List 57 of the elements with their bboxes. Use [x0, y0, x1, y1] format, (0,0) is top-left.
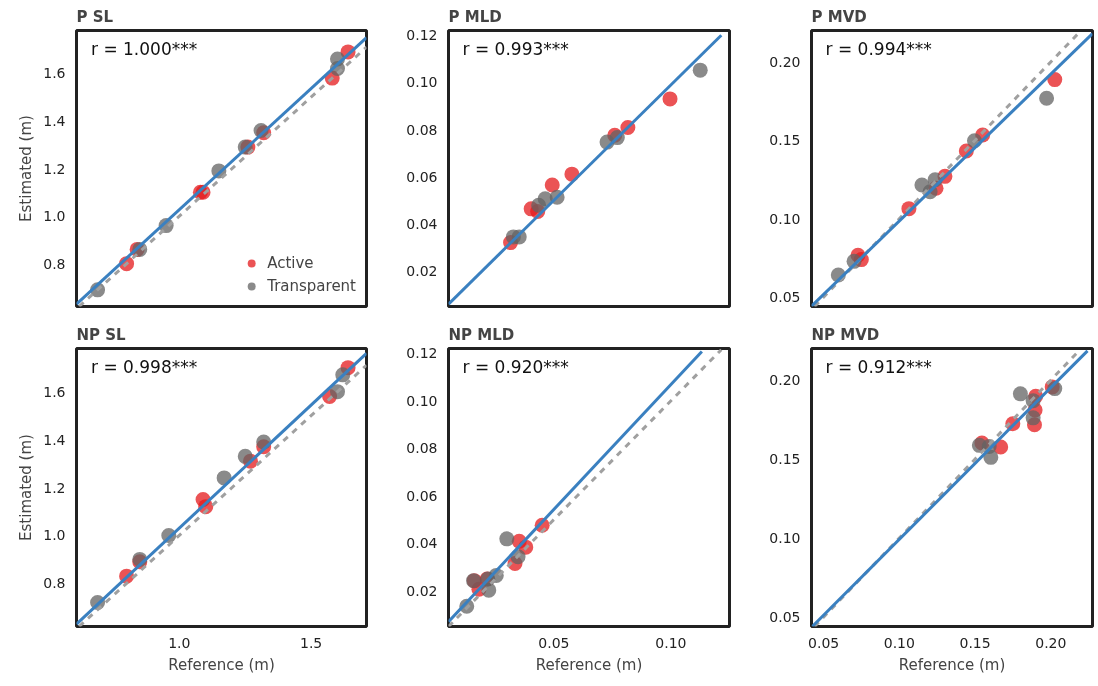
y-tick-label: 0.05 [769, 289, 801, 306]
y-tick-label: 0.06 [406, 168, 438, 185]
x-tick-label: 0.10 [883, 634, 915, 651]
y-tick-label: 0.04 [406, 535, 438, 552]
y-tick-label: 1.2 [43, 479, 66, 496]
legend-label: Active [267, 254, 314, 272]
x-tick-label: 1.0 [168, 634, 191, 651]
chart-title: P MVD [811, 7, 867, 26]
annotation: r = 0.912*** [825, 356, 932, 377]
y-tick-label: 0.8 [43, 575, 66, 592]
y-tick-label: 0.08 [406, 121, 438, 138]
y-tick-label: 0.8 [43, 255, 66, 272]
y-tick-label: 0.10 [406, 74, 438, 91]
y-tick-label: 0.20 [769, 372, 801, 389]
y-tick-label: 0.08 [406, 440, 438, 457]
x-tick-label: 0.20 [1035, 634, 1067, 651]
y-tick-label: 0.20 [769, 53, 801, 70]
y-tick-label: 0.12 [406, 345, 438, 362]
y-tick-label: 1.4 [43, 112, 66, 129]
annotation: r = 0.993*** [462, 38, 569, 59]
x-tick-label: 0.10 [655, 634, 687, 651]
x-axis-title: Reference (m) [168, 655, 275, 674]
y-tick-label: 0.05 [769, 609, 801, 626]
annotation: r = 0.994*** [825, 38, 932, 59]
y-tick-label: 0.15 [769, 132, 801, 149]
y-tick-label: 0.10 [406, 392, 438, 409]
y-tick-label: 0.10 [769, 210, 801, 227]
legend-label: Transparent [267, 277, 356, 295]
chart-title: P MLD [448, 7, 502, 26]
y-tick-label: 1.0 [43, 527, 66, 544]
y-tick-label: 0.10 [769, 530, 801, 547]
y-tick-label: 0.15 [769, 451, 801, 468]
y-tick-label: 1.0 [43, 208, 66, 225]
chart-title: NP SL [76, 325, 127, 344]
chart-title: P SL [76, 7, 114, 26]
y-tick-label: 1.6 [43, 65, 66, 82]
annotation: r = 0.920*** [462, 356, 569, 377]
x-tick-label: 0.05 [538, 634, 570, 651]
x-tick-label: 1.5 [300, 634, 323, 651]
y-tick-label: 1.2 [43, 160, 66, 177]
y-tick-label: 0.02 [406, 582, 438, 599]
y-tick-label: 0.06 [406, 487, 438, 504]
x-axis-title: Reference (m) [535, 655, 643, 674]
y-tick-label: 1.4 [43, 431, 66, 448]
y-tick-label: 0.04 [406, 215, 438, 232]
x-axis-title: Reference (m) [898, 655, 1006, 674]
y-tick-label: 0.12 [406, 27, 438, 44]
chart-title: NP MLD [448, 325, 515, 344]
x-tick-label: 0.05 [808, 634, 840, 651]
y-axis-title: Estimated (m) [17, 115, 36, 222]
annotation: r = 1.000*** [91, 38, 198, 59]
chart-title: NP MVD [811, 325, 880, 344]
y-tick-label: 0.02 [406, 263, 438, 280]
y-tick-label: 1.6 [43, 383, 66, 400]
x-tick-label: 0.15 [959, 634, 991, 651]
annotation: r = 0.998*** [91, 356, 198, 377]
y-axis-title: Estimated (m) [17, 434, 36, 541]
